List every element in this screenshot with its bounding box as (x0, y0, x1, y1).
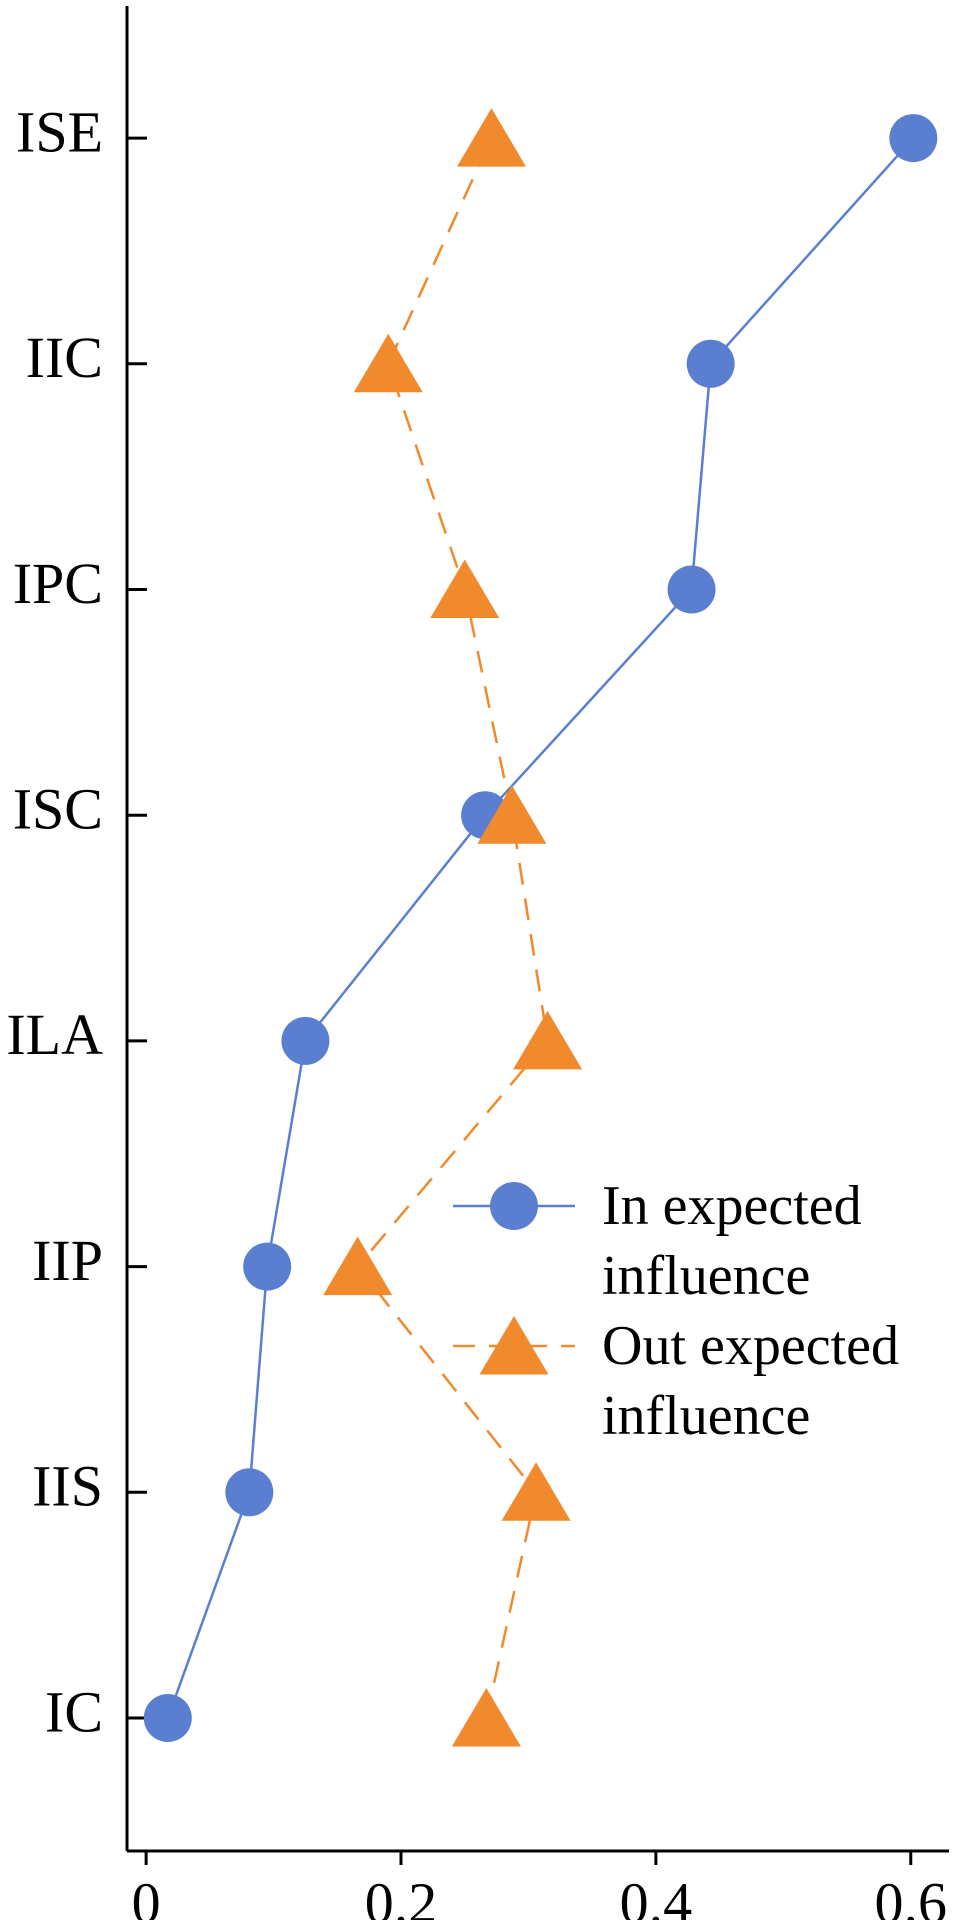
y-tick-label: IPC (13, 551, 103, 616)
legend-label: In expected influence (602, 1175, 862, 1307)
y-tick-label: ILA (6, 1002, 103, 1067)
data-point (513, 1010, 583, 1070)
data-point (667, 565, 716, 614)
legend-marker (490, 1182, 538, 1230)
x-tick-label: 0.2 (365, 1870, 438, 1920)
x-tick-label: 0.4 (620, 1870, 693, 1920)
x-tick-label: 0.6 (875, 1870, 948, 1920)
series-line (166, 137, 915, 1719)
data-point (451, 1688, 521, 1747)
data-point (501, 1462, 571, 1521)
y-tick-label: IC (45, 1679, 103, 1744)
data-point (686, 339, 735, 388)
y-tick-label: IIS (32, 1454, 103, 1519)
legend-label: Out expected influence (602, 1315, 899, 1447)
data-point (281, 1016, 330, 1065)
data-point (243, 1242, 292, 1291)
data-point (323, 1236, 393, 1296)
data-point (353, 333, 423, 393)
data-point (477, 785, 547, 844)
data-point (430, 559, 500, 618)
x-tick-label: 0 (132, 1870, 161, 1920)
y-tick-label: IIC (26, 325, 103, 390)
y-tick-label: ISC (13, 777, 103, 842)
data-point (456, 108, 526, 167)
data-point (889, 114, 938, 163)
legend-marker (479, 1316, 549, 1375)
y-tick-label: IIP (32, 1228, 103, 1293)
data-point (143, 1694, 192, 1742)
y-tick-label: ISE (16, 99, 103, 164)
data-point (225, 1468, 274, 1517)
